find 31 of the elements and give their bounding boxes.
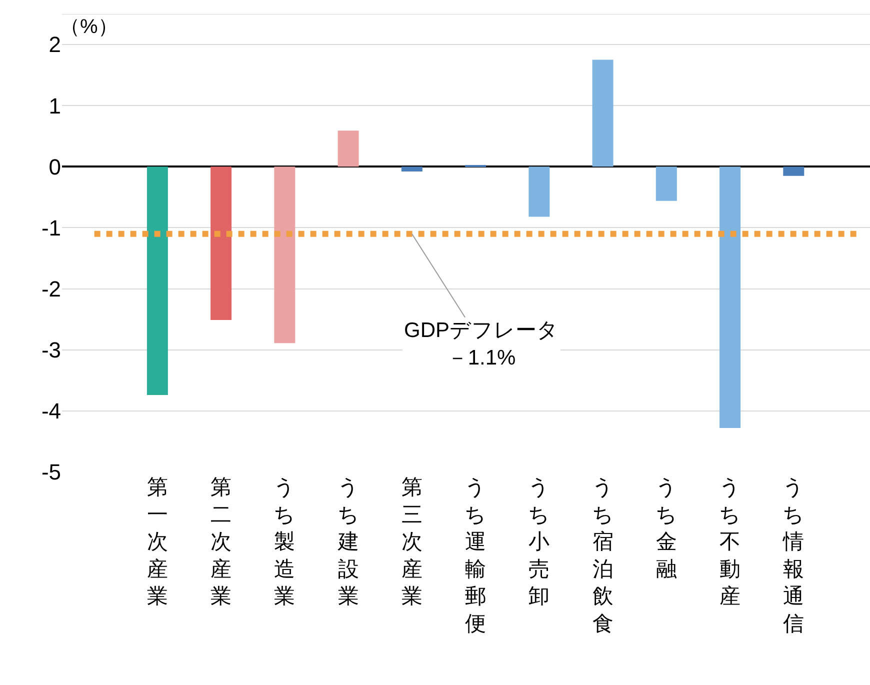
- x-tick-label: うち情報通信: [782, 476, 805, 636]
- x-tick-label: うち小売卸: [528, 476, 550, 608]
- y-tick-label: 2: [48, 32, 61, 58]
- x-tick-label: うち製造業: [274, 476, 296, 608]
- y-tick-label: -5: [41, 460, 61, 485]
- x-tick-label: うち建設業: [336, 476, 360, 608]
- x-tick-label: うち宿泊飲食: [592, 476, 614, 636]
- bar: [528, 166, 550, 217]
- x-tick-label: 第一次産業: [146, 476, 168, 608]
- ref-line-label: GDPデフレータ－1.1%: [404, 319, 559, 370]
- bar: [338, 130, 359, 167]
- x-tick-label: うち金融: [655, 476, 678, 581]
- bar: [274, 166, 296, 344]
- y-tick-label: -1: [41, 215, 61, 240]
- x-tick-label: 第三次産業: [401, 476, 422, 608]
- y-tick-label: -4: [41, 398, 61, 424]
- bar: [210, 166, 232, 320]
- y-tick-label: -3: [41, 338, 61, 363]
- x-tick-label: うち不動産: [719, 476, 742, 608]
- x-tick-label: うち運輸郵便: [464, 476, 487, 636]
- y-axis-title: （%）: [60, 16, 118, 38]
- bar: [401, 166, 422, 172]
- bar: [720, 166, 741, 428]
- bar: [592, 60, 614, 167]
- bar: [146, 166, 168, 396]
- y-tick-label: 1: [48, 93, 61, 118]
- y-tick-label: -2: [41, 276, 61, 302]
- bar: [783, 166, 804, 176]
- y-tick-label: 0: [48, 154, 61, 180]
- bar: [656, 166, 677, 201]
- x-tick-label: 第二次産業: [210, 476, 232, 608]
